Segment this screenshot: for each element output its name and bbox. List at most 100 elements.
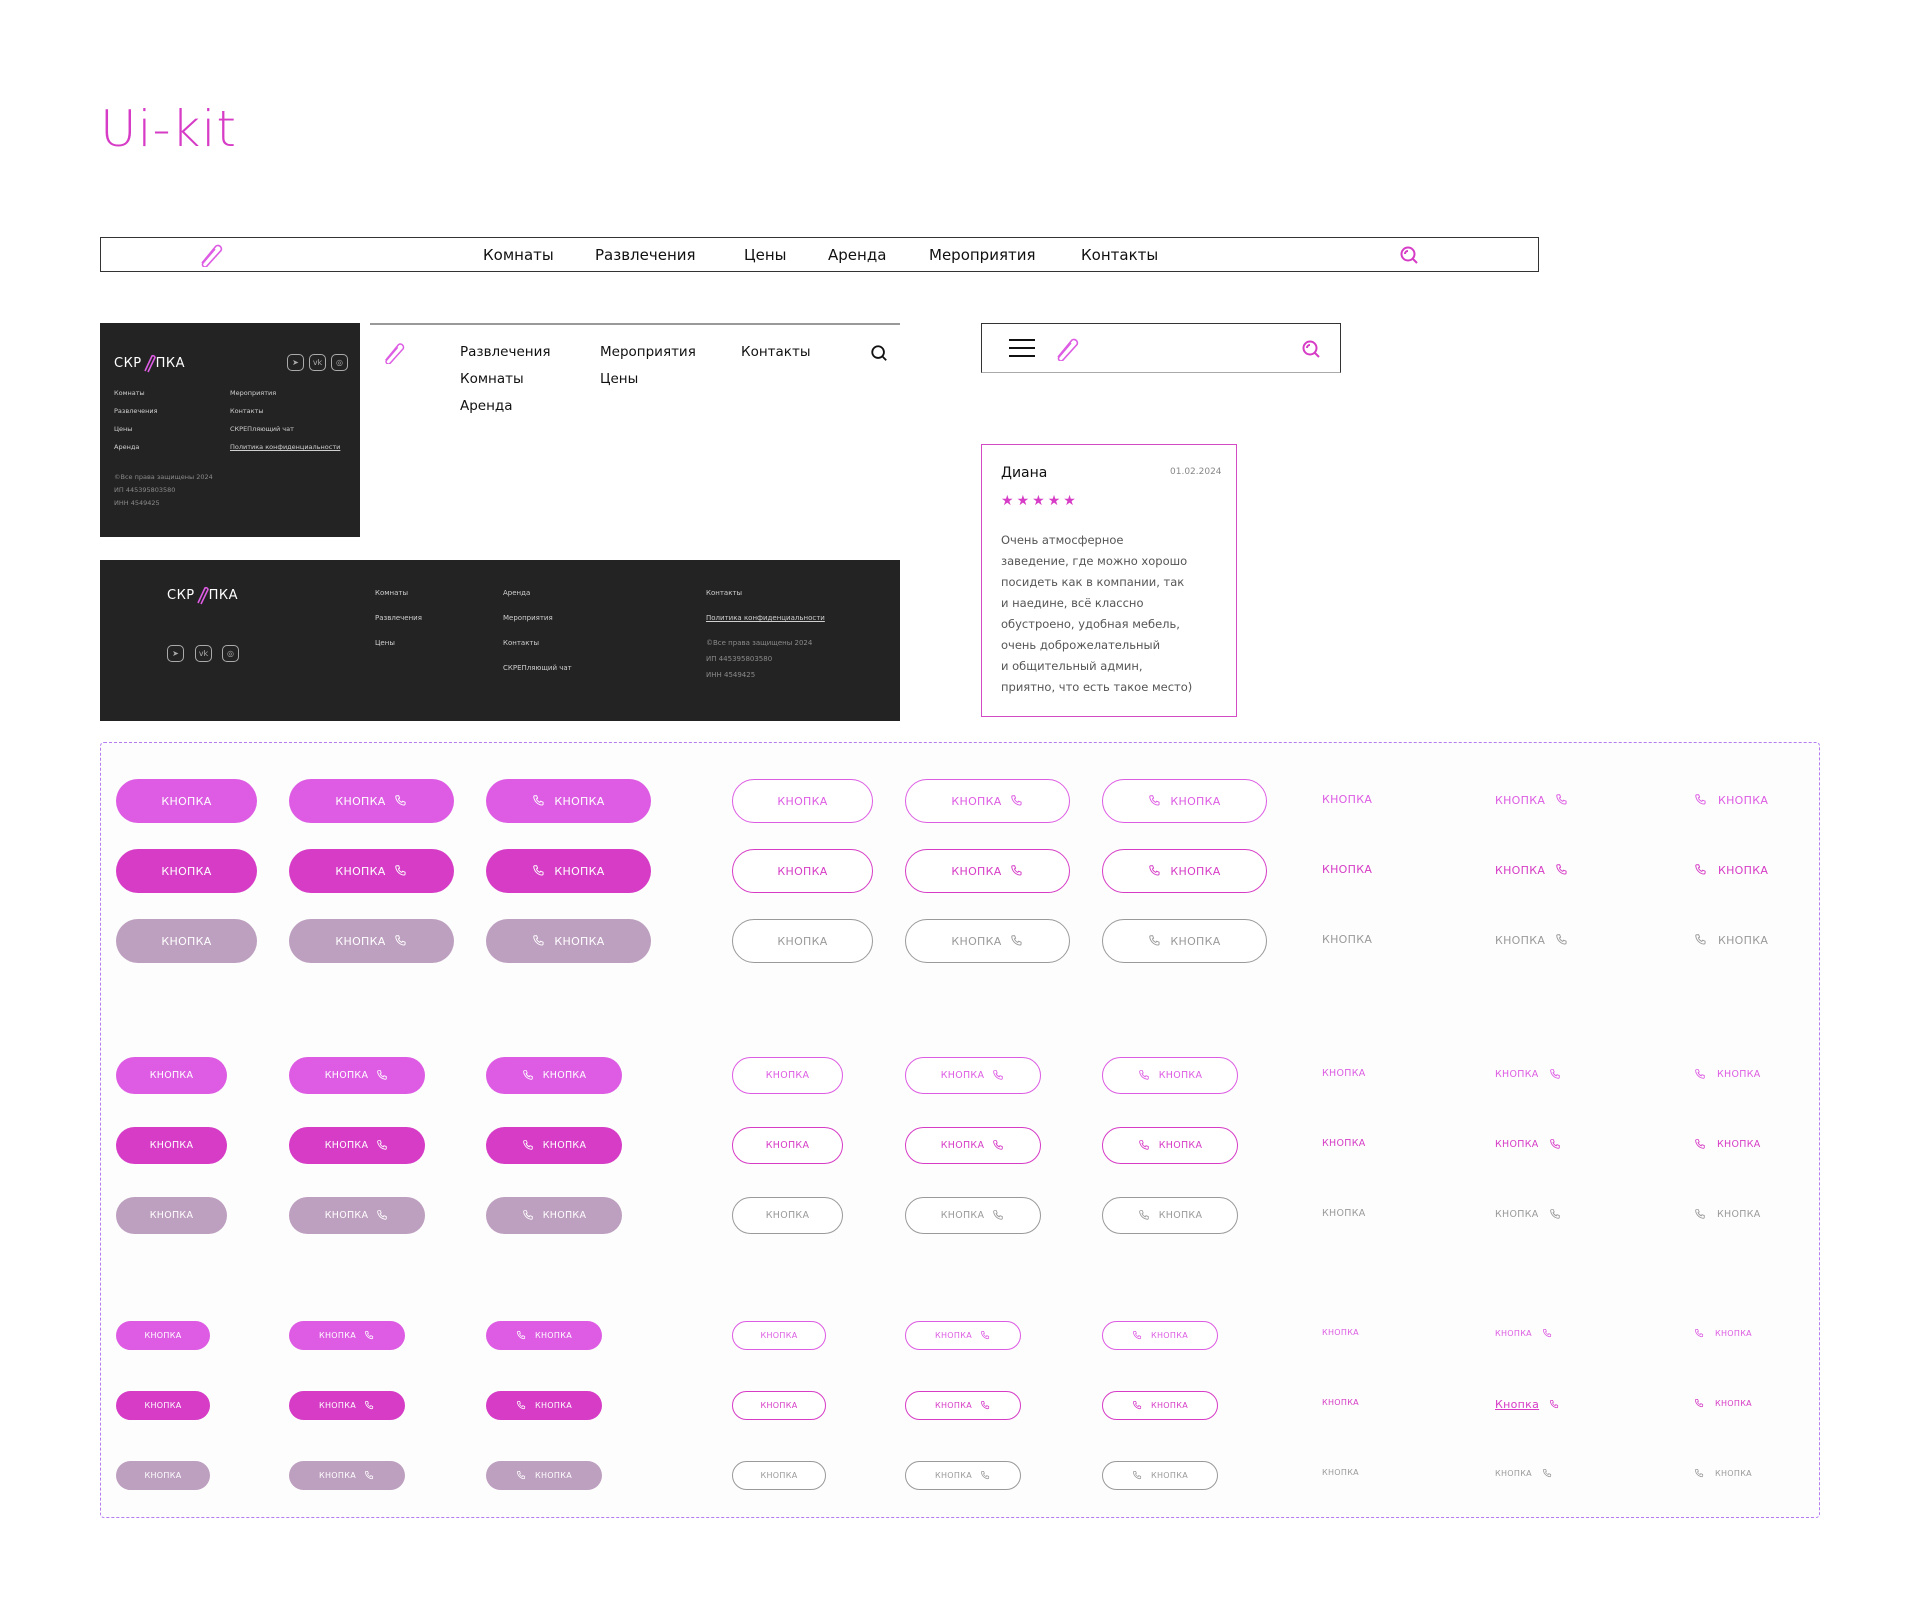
button-small-disabled-outline-icon-right[interactable]: КНОПКА bbox=[905, 1461, 1021, 1490]
nav-rooms[interactable]: Комнаты bbox=[460, 371, 524, 387]
button-large-disabled-text-icon-right[interactable]: КНОПКА bbox=[1495, 933, 1569, 947]
button-medium-default-filled[interactable]: КНОПКА bbox=[116, 1057, 227, 1094]
button-large-active-outline-icon-right[interactable]: КНОПКА bbox=[905, 849, 1070, 893]
telegram-icon[interactable]: ➤ bbox=[167, 645, 184, 662]
button-small-active-outline-icon-left[interactable]: КНОПКА bbox=[1102, 1391, 1218, 1420]
button-medium-default-filled-icon-right[interactable]: КНОПКА bbox=[289, 1057, 425, 1094]
button-small-default-outline-icon-left[interactable]: КНОПКА bbox=[1102, 1321, 1218, 1350]
button-medium-active-filled-icon-right[interactable]: КНОПКА bbox=[289, 1127, 425, 1164]
button-large-disabled-filled-icon-left[interactable]: КНОПКА bbox=[486, 919, 651, 963]
button-small-active-filled-icon-left[interactable]: КНОПКА bbox=[486, 1391, 602, 1420]
button-medium-disabled-outline-icon-left[interactable]: КНОПКА bbox=[1102, 1197, 1238, 1234]
button-large-default-filled-icon-right[interactable]: КНОПКА bbox=[289, 779, 454, 823]
button-small-default-outline[interactable]: КНОПКА bbox=[732, 1321, 826, 1350]
button-medium-default-text-icon-right[interactable]: КНОПКА bbox=[1495, 1068, 1562, 1081]
button-large-default-filled-icon-left[interactable]: КНОПКА bbox=[486, 779, 651, 823]
button-large-disabled-text[interactable]: КНОПКА bbox=[1322, 933, 1372, 946]
button-large-active-text-icon-right[interactable]: КНОПКА bbox=[1495, 863, 1569, 877]
button-large-active-text[interactable]: КНОПКА bbox=[1322, 863, 1372, 876]
footer-link-contacts[interactable]: Контакты bbox=[230, 407, 264, 415]
button-large-disabled-filled[interactable]: КНОПКА bbox=[116, 919, 257, 963]
search-icon[interactable] bbox=[870, 344, 888, 362]
logo[interactable]: СКР ПКА bbox=[167, 585, 238, 605]
button-small-default-text-icon-right[interactable]: КНОПКА bbox=[1495, 1328, 1553, 1339]
button-large-default-outline-icon-left[interactable]: КНОПКА bbox=[1102, 779, 1267, 823]
button-large-active-outline[interactable]: КНОПКА bbox=[732, 849, 873, 893]
footer-link-rent[interactable]: Аренда bbox=[114, 443, 140, 451]
button-large-active-text-icon-left[interactable]: КНОПКА bbox=[1694, 863, 1768, 877]
button-small-disabled-text-icon-right[interactable]: КНОПКА bbox=[1495, 1468, 1553, 1479]
footer-link-rooms[interactable]: Комнаты bbox=[375, 589, 409, 597]
button-small-default-filled-icon-right[interactable]: КНОПКА bbox=[289, 1321, 405, 1350]
button-small-active-filled[interactable]: КНОПКА bbox=[116, 1391, 210, 1420]
button-large-default-outline-icon-right[interactable]: КНОПКА bbox=[905, 779, 1070, 823]
nav-entertainment[interactable]: Развлечения bbox=[460, 344, 551, 360]
button-small-disabled-filled-icon-right[interactable]: КНОПКА bbox=[289, 1461, 405, 1490]
footer-link-rent[interactable]: Аренда bbox=[503, 589, 531, 597]
button-small-active-filled-icon-right[interactable]: КНОПКА bbox=[289, 1391, 405, 1420]
button-small-disabled-filled[interactable]: КНОПКА bbox=[116, 1461, 210, 1490]
instagram-icon[interactable]: ◎ bbox=[331, 354, 348, 371]
button-large-default-text-icon-left[interactable]: КНОПКА bbox=[1694, 793, 1768, 807]
nav-prices[interactable]: Цены bbox=[744, 246, 787, 264]
footer-link-prices[interactable]: Цены bbox=[375, 639, 395, 647]
button-medium-disabled-filled[interactable]: КНОПКА bbox=[116, 1197, 227, 1234]
paperclip-icon[interactable] bbox=[1052, 335, 1080, 361]
button-small-disabled-outline[interactable]: КНОПКА bbox=[732, 1461, 826, 1490]
button-medium-default-filled-icon-left[interactable]: КНОПКА bbox=[486, 1057, 622, 1094]
paperclip-icon[interactable] bbox=[196, 241, 224, 267]
footer-link-contacts-2[interactable]: Контакты bbox=[706, 589, 743, 597]
vk-icon[interactable]: vk bbox=[309, 354, 326, 371]
button-large-disabled-filled-icon-right[interactable]: КНОПКА bbox=[289, 919, 454, 963]
instagram-icon[interactable]: ◎ bbox=[222, 645, 239, 662]
button-large-default-outline[interactable]: КНОПКА bbox=[732, 779, 873, 823]
button-medium-disabled-text[interactable]: КНОПКА bbox=[1322, 1208, 1366, 1219]
button-large-active-outline-icon-left[interactable]: КНОПКА bbox=[1102, 849, 1267, 893]
button-medium-active-text-icon-left[interactable]: КНОПКА bbox=[1694, 1138, 1761, 1151]
nav-prices[interactable]: Цены bbox=[600, 371, 639, 387]
button-small-default-text[interactable]: КНОПКА bbox=[1322, 1328, 1359, 1337]
button-small-active-outline[interactable]: КНОПКА bbox=[732, 1391, 826, 1420]
button-small-disabled-text[interactable]: КНОПКА bbox=[1322, 1468, 1359, 1477]
button-medium-disabled-outline-icon-right[interactable]: КНОПКА bbox=[905, 1197, 1041, 1234]
button-medium-default-text-icon-left[interactable]: КНОПКА bbox=[1694, 1068, 1761, 1081]
button-small-default-outline-icon-right[interactable]: КНОПКА bbox=[905, 1321, 1021, 1350]
button-small-default-text-icon-left[interactable]: КНОПКА bbox=[1694, 1328, 1752, 1339]
paperclip-icon[interactable] bbox=[380, 340, 406, 364]
button-medium-disabled-filled-icon-left[interactable]: КНОПКА bbox=[486, 1197, 622, 1234]
button-medium-default-outline-icon-right[interactable]: КНОПКА bbox=[905, 1057, 1041, 1094]
button-small-disabled-text-icon-left[interactable]: КНОПКА bbox=[1694, 1468, 1752, 1479]
button-small-active-text-icon-left[interactable]: КНОПКА bbox=[1694, 1398, 1752, 1409]
button-medium-disabled-text-icon-left[interactable]: КНОПКА bbox=[1694, 1208, 1761, 1221]
nav-entertainment[interactable]: Развлечения bbox=[595, 246, 696, 264]
nav-rent[interactable]: Аренда bbox=[828, 246, 887, 264]
footer-link-events[interactable]: Мероприятия bbox=[230, 389, 277, 397]
button-small-default-filled-icon-left[interactable]: КНОПКА bbox=[486, 1321, 602, 1350]
button-small-active-text-icon-right[interactable]: Кнопка bbox=[1495, 1398, 1560, 1411]
button-large-active-filled[interactable]: КНОПКА bbox=[116, 849, 257, 893]
button-medium-active-text-icon-right[interactable]: КНОПКА bbox=[1495, 1138, 1562, 1151]
button-medium-active-text[interactable]: КНОПКА bbox=[1322, 1138, 1366, 1149]
button-medium-active-outline[interactable]: КНОПКА bbox=[732, 1127, 843, 1164]
footer-link-entertainment[interactable]: Развлечения bbox=[114, 407, 158, 415]
button-small-active-outline-icon-right[interactable]: КНОПКА bbox=[905, 1391, 1021, 1420]
nav-rent[interactable]: Аренда bbox=[460, 398, 513, 414]
button-large-active-filled-icon-left[interactable]: КНОПКА bbox=[486, 849, 651, 893]
nav-events[interactable]: Мероприятия bbox=[929, 246, 1036, 264]
footer-link-chat[interactable]: СКРЕПляющий чат bbox=[503, 664, 572, 672]
logo[interactable]: СКР ПКА bbox=[114, 353, 185, 373]
button-small-default-filled[interactable]: КНОПКА bbox=[116, 1321, 210, 1350]
button-large-disabled-outline[interactable]: КНОПКА bbox=[732, 919, 873, 963]
button-medium-active-outline-icon-left[interactable]: КНОПКА bbox=[1102, 1127, 1238, 1164]
nav-rooms[interactable]: Комнаты bbox=[483, 246, 554, 264]
menu-icon[interactable] bbox=[1009, 338, 1035, 358]
button-large-disabled-outline-icon-left[interactable]: КНОПКА bbox=[1102, 919, 1267, 963]
footer-link-events[interactable]: Мероприятия bbox=[503, 614, 553, 622]
button-medium-default-outline[interactable]: КНОПКА bbox=[732, 1057, 843, 1094]
nav-contacts[interactable]: Контакты bbox=[1081, 246, 1159, 264]
button-large-default-text[interactable]: КНОПКА bbox=[1322, 793, 1372, 806]
button-medium-active-filled-icon-left[interactable]: КНОПКА bbox=[486, 1127, 622, 1164]
telegram-icon[interactable]: ➤ bbox=[287, 354, 304, 371]
button-medium-default-text[interactable]: КНОПКА bbox=[1322, 1068, 1366, 1079]
button-small-disabled-filled-icon-left[interactable]: КНОПКА bbox=[486, 1461, 602, 1490]
